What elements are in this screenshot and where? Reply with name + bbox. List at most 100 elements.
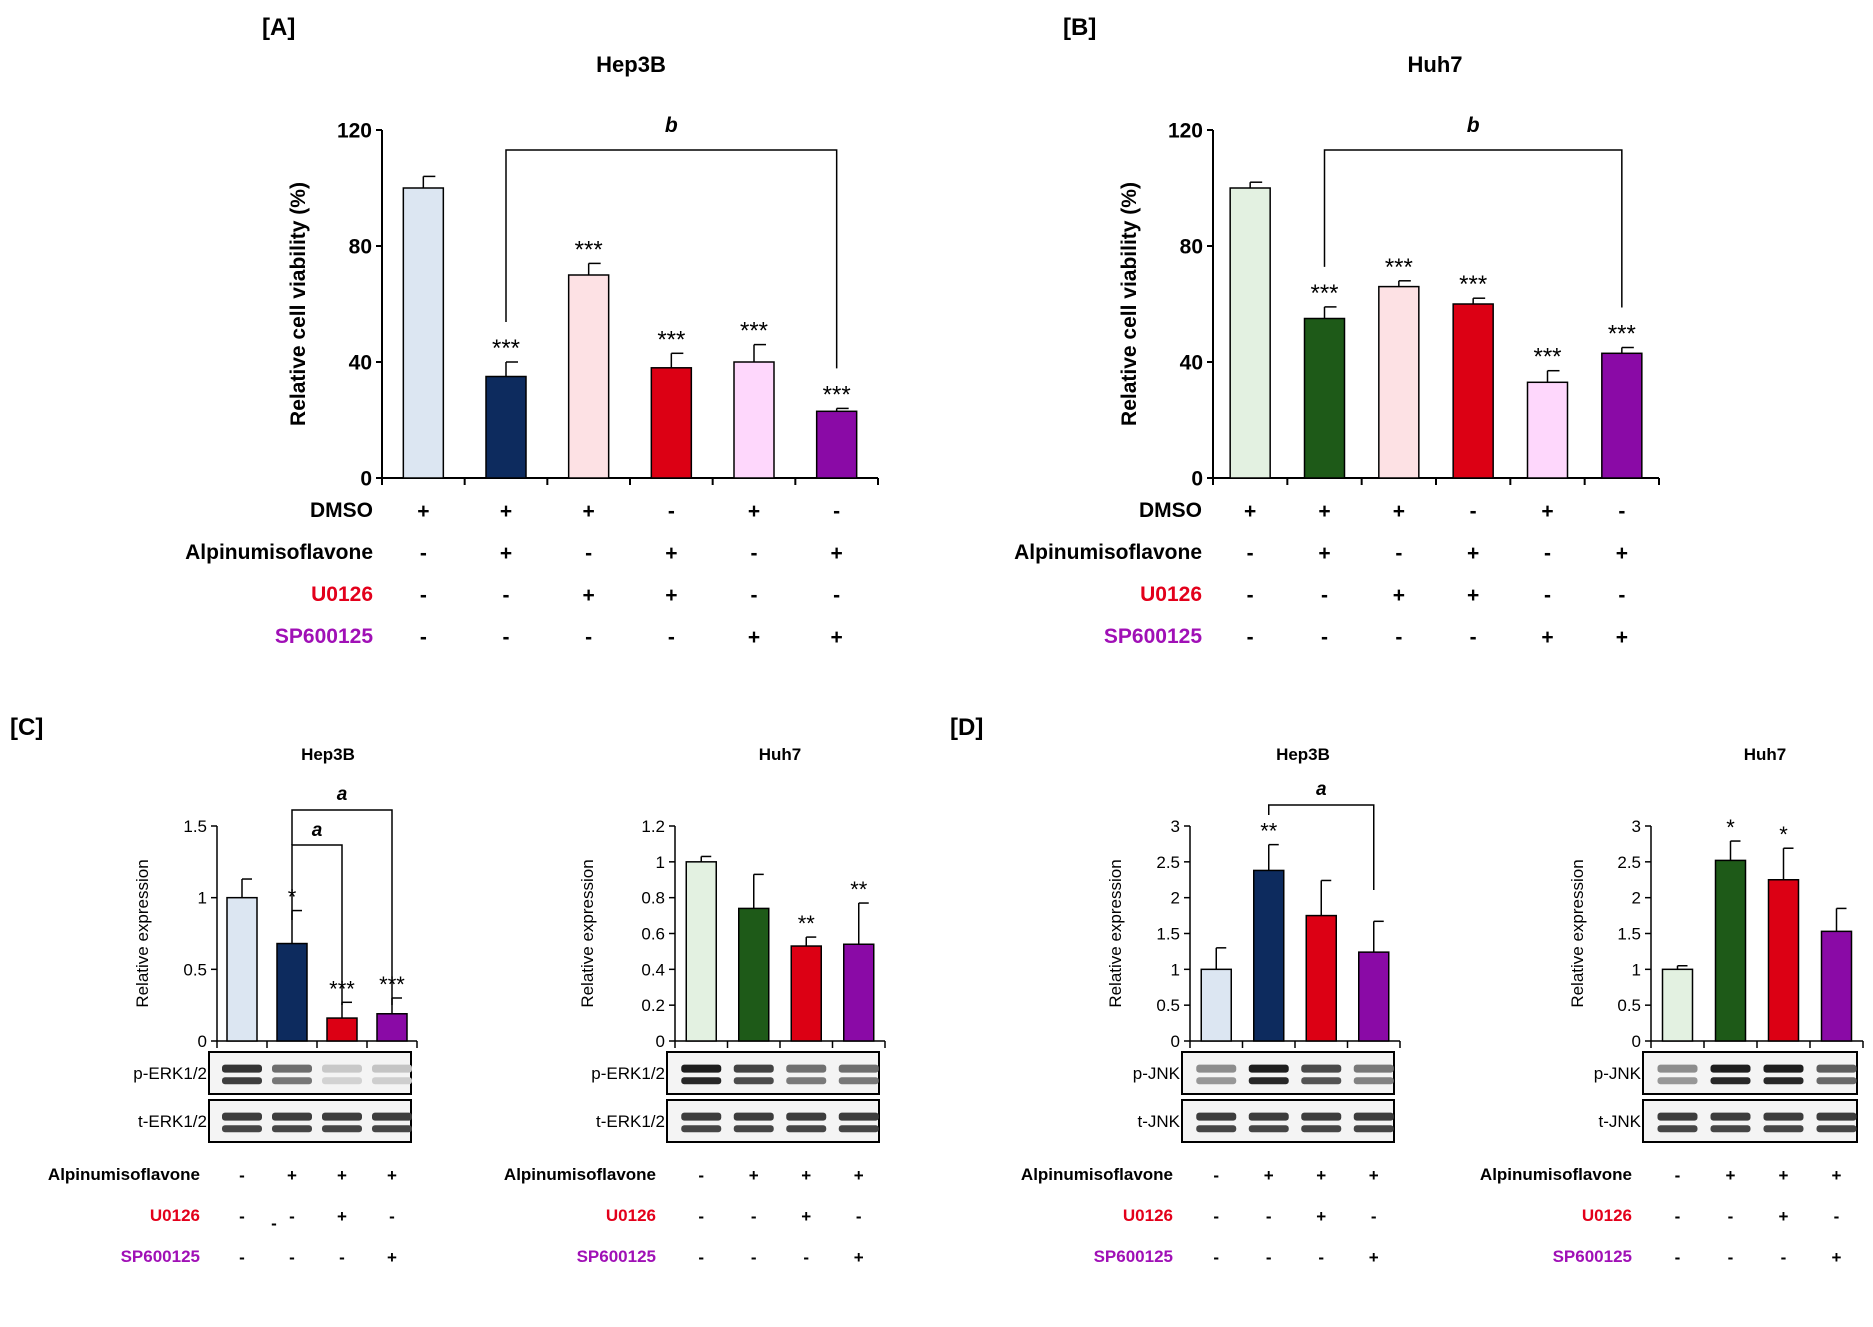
chart-c2-y-tick-label: 0.4 (641, 960, 665, 979)
chart-c2-treatment-label: Alpinumisoflavone (504, 1165, 656, 1184)
chart-d2-blot-band (1763, 1112, 1804, 1121)
chart-c1-blot-band (272, 1077, 312, 1085)
chart-d1-blot-band (1353, 1125, 1394, 1133)
chart-a-treatment-sign: + (831, 626, 843, 649)
chart-a-treatment-sign: - (503, 584, 510, 607)
chart-d1-treatment-label: SP600125 (1094, 1247, 1173, 1266)
chart-b-treatment-label: Alpinumisoflavone (1014, 541, 1202, 564)
chart-a-treatment-sign: + (500, 500, 512, 523)
chart-c1-y-tick-label: 0 (198, 1032, 207, 1051)
chart-a-bar (815, 410, 858, 479)
chart-c2-treatment-sign: + (801, 1207, 811, 1226)
chart-c2-blot-band (786, 1077, 827, 1085)
chart-c2-treatment-label: U0126 (606, 1206, 656, 1225)
chart-a-significance: *** (740, 318, 768, 345)
chart-a-bar (733, 361, 775, 479)
chart-a-y-label: Relative cell viability (%) (287, 182, 310, 426)
chart-d2-bar (1820, 930, 1853, 1042)
chart-a-treatment-sign: + (583, 500, 595, 523)
chart-d1-bar (1200, 968, 1232, 1042)
chart-d2-treatment-sign: + (1779, 1166, 1789, 1185)
chart-c2-blot-label: t-ERK1/2 (596, 1112, 665, 1131)
chart-c1-treatment-label: Alpinumisoflavone (48, 1165, 200, 1184)
chart-d1-blot-band (1196, 1064, 1237, 1073)
chart-d2-blot-band (1816, 1125, 1857, 1133)
chart-c2-blot-band (681, 1125, 722, 1133)
chart-b-bar (1303, 317, 1346, 479)
chart-a-treatment-sign: - (668, 500, 675, 523)
chart-c2-treatment-sign: - (803, 1248, 809, 1267)
chart-d1-bracket-label: a (1316, 779, 1327, 800)
chart-b-significance: *** (1385, 254, 1413, 281)
chart-c1-treatment-sign: - (389, 1207, 395, 1226)
chart-b-significance: *** (1608, 321, 1636, 348)
chart-c2-blot-band (733, 1112, 774, 1121)
chart-d2-treatment-sign: - (1675, 1207, 1681, 1226)
chart-d2-treatment-sign: - (1834, 1207, 1840, 1226)
chart-c1-blot-band (222, 1125, 262, 1133)
chart-c1-treatment-sign: - (289, 1248, 295, 1267)
chart-b-treatment-sign: + (1541, 626, 1553, 649)
chart-a-treatment-sign: - (503, 626, 510, 649)
chart-d1-treatment-label: U0126 (1123, 1206, 1173, 1225)
chart-d1-blot-band (1196, 1125, 1237, 1133)
chart-d2-blot-band (1816, 1064, 1857, 1073)
chart-d1-bracket (1268, 804, 1375, 890)
chart-d2-treatment-sign: - (1675, 1248, 1681, 1267)
panel-d-letter: [D] (950, 714, 983, 741)
chart-d2-blot-band (1657, 1112, 1698, 1121)
chart-d2-treatment-sign: + (1779, 1207, 1789, 1226)
chart-d1-y-tick-label: 0 (1171, 1032, 1180, 1051)
chart-c2-blot-band (786, 1112, 827, 1121)
chart-c1-title: Hep3B (301, 745, 355, 764)
chart-d2-y-tick-label: 0 (1632, 1032, 1641, 1051)
chart-d2-y-tick-label: 2 (1632, 889, 1641, 908)
chart-d2-significance: * (1779, 822, 1788, 847)
chart-d1-blot-label: t-JNK (1138, 1112, 1181, 1131)
chart-b-treatment-sign: - (1321, 584, 1328, 607)
chart-a-treatment-label: Alpinumisoflavone (185, 541, 373, 564)
chart-d2-treatment-sign: + (1832, 1166, 1842, 1185)
chart-b-bar (1378, 285, 1420, 479)
chart-a-treatment-sign: + (500, 542, 512, 565)
chart-b-treatment-label: SP600125 (1104, 625, 1202, 648)
chart-c1-treatment-sign: - (289, 1207, 295, 1226)
chart-b-treatment-sign: + (1244, 500, 1256, 523)
chart-d1-treatment-sign: - (1371, 1207, 1377, 1226)
chart-b-treatment-sign: - (1470, 626, 1477, 649)
chart-b-treatment-sign: - (1618, 500, 1625, 523)
chart-a-significance: *** (575, 236, 603, 263)
panel-b-letter: [B] (1063, 14, 1096, 41)
chart-d1-blot-label: p-JNK (1133, 1064, 1181, 1083)
chart-d1-bar (1305, 914, 1337, 1042)
chart-c2-blot-band (838, 1064, 879, 1073)
chart-c1-blot-band (372, 1064, 412, 1073)
chart-a-treatment-sign: - (420, 626, 427, 649)
chart-c1-treatment-sign: - (239, 1166, 245, 1185)
chart-c1-blot-band (322, 1077, 362, 1085)
chart-c1-treatment-label: U0126 (150, 1206, 200, 1225)
chart-c2-treatment-label: SP600125 (577, 1247, 656, 1266)
chart-d1-blot-band (1196, 1112, 1237, 1121)
chart-d2-y-tick-label: 1.5 (1617, 924, 1641, 943)
chart-c2-bar (790, 945, 822, 1042)
chart-d2-blot-band (1763, 1125, 1804, 1133)
chart-d1-treatment-sign: - (1213, 1166, 1219, 1185)
chart-c1-blot-label: t-ERK1/2 (138, 1112, 207, 1131)
chart-a-bracket (505, 149, 838, 369)
chart-c2-y-label: Relative expression (578, 859, 597, 1007)
chart-c2-blot-band (733, 1064, 774, 1073)
chart-d2-blot-box (1642, 1099, 1858, 1143)
chart-c2-y-tick-label: 0.2 (641, 996, 665, 1015)
chart-c1-bracket (291, 809, 393, 1005)
chart-c2-y-tick-label: 1.2 (641, 817, 665, 836)
chart-c2-treatment-sign: - (751, 1207, 757, 1226)
chart-c2-blot-band (786, 1125, 827, 1133)
chart-d1-y-tick-label: 1 (1171, 960, 1180, 979)
chart-c1-blot-band (272, 1125, 312, 1133)
chart-c2-treatment-sign: + (854, 1248, 864, 1267)
chart-d2-blot-band (1657, 1077, 1698, 1085)
chart-c1-treatment-sign: - (271, 1214, 277, 1233)
chart-c2-treatment-sign: + (749, 1166, 759, 1185)
chart-a-significance: *** (823, 381, 851, 408)
